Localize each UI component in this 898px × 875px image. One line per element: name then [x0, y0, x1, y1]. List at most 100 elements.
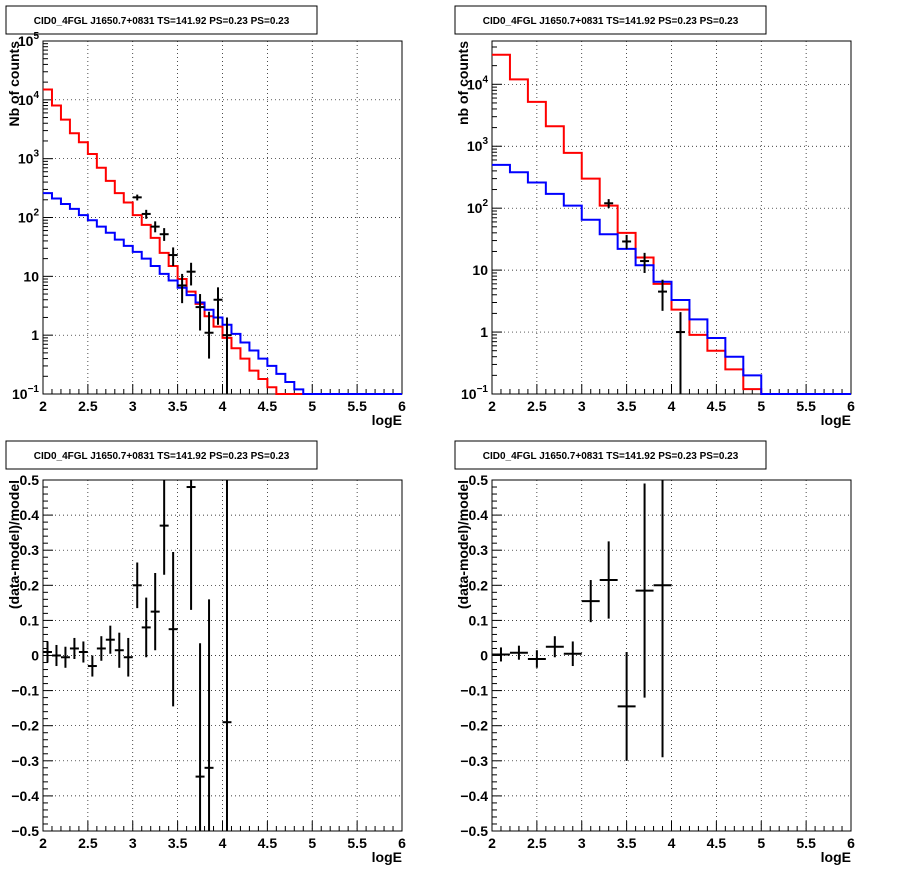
title-frame — [5, 440, 318, 470]
data-point — [222, 480, 232, 831]
x-tick-label: 3.5 — [168, 835, 188, 851]
grid — [492, 41, 851, 394]
data-point — [150, 221, 160, 233]
data-point — [213, 287, 223, 325]
y-tick-label: −0.4 — [11, 788, 39, 804]
data-point — [132, 194, 142, 201]
x-tick-label: 2.5 — [527, 835, 547, 851]
x-tick-label: 6 — [398, 398, 406, 414]
y-tick-label: −0.5 — [460, 823, 488, 839]
x-tick-label: 4.5 — [707, 398, 727, 414]
y-tick-label: 103 — [467, 136, 489, 154]
title-frame — [454, 5, 767, 35]
x-tick-label: 6 — [398, 835, 406, 851]
y-axis: −0.5 −0.4 −0.3 −0.2 −0.1 0 0.1 0.2 0.3 0.4 0.5(dat… — [455, 472, 502, 839]
data-points — [43, 480, 232, 831]
data-point — [675, 312, 685, 394]
x-tick-label: 4.5 — [707, 835, 727, 851]
data-point — [204, 599, 214, 831]
x-tick-label: 5.5 — [796, 398, 816, 414]
grid — [43, 41, 402, 394]
panel-1: CID0_4FGL J1650.7+0831 TS=141.92 PS=0.23… — [5, 5, 406, 428]
y-tick-label: 0.3 — [469, 542, 489, 558]
x-axis-label: logE — [372, 412, 402, 428]
y-tick-label: 102 — [18, 208, 40, 226]
x-tick-label: 5 — [757, 398, 765, 414]
y-tick-label: 103 — [18, 149, 40, 167]
data-point — [622, 234, 632, 249]
title-frame — [454, 440, 767, 470]
data-point — [492, 647, 510, 662]
y-axis-label: Nb of counts — [6, 41, 22, 127]
x-tick-label: 4 — [668, 398, 676, 414]
data-point — [69, 637, 79, 660]
y-tick-label: 0 — [31, 648, 39, 664]
x-tick-label: 3 — [129, 835, 137, 851]
x-tick-label: 4 — [219, 835, 227, 851]
y-tick-label: 0.3 — [20, 542, 40, 558]
y-axis-label: nb of counts — [455, 41, 471, 125]
data-points — [604, 199, 685, 394]
y-tick-label: 104 — [467, 74, 489, 92]
x-tick-label: 3 — [578, 398, 586, 414]
panel-4: CID0_4FGL J1650.7+0831 TS=141.92 PS=0.23… — [454, 440, 855, 865]
y-tick-label: 0.5 — [469, 472, 489, 488]
y-tick-label: 104 — [18, 90, 40, 108]
panel-2: CID0_4FGL J1650.7+0831 TS=141.92 PS=0.23… — [454, 5, 855, 428]
data-point — [51, 644, 61, 667]
data-point — [640, 252, 650, 273]
data-point — [653, 480, 672, 758]
x-tick-label: 5 — [757, 835, 765, 851]
x-tick-label: 3.5 — [617, 835, 637, 851]
x-tick-label: 4 — [219, 398, 227, 414]
x-tick-label: 2.5 — [78, 835, 98, 851]
data-point — [123, 637, 133, 677]
histogram-series-2 — [492, 163, 851, 395]
x-tick-label: 3.5 — [168, 398, 188, 414]
data-point — [159, 228, 169, 241]
x-tick-label: 5.5 — [796, 835, 816, 851]
data-point — [132, 562, 142, 609]
x-tick-label: 4.5 — [258, 398, 278, 414]
y-tick-label: 1 — [480, 324, 488, 340]
y-tick-label: 0.5 — [20, 472, 40, 488]
data-point — [60, 646, 70, 668]
x-tick-label: 3.5 — [617, 398, 637, 414]
data-point — [96, 636, 106, 661]
y-tick-label: 10−1 — [461, 384, 488, 402]
grid — [492, 480, 851, 831]
x-tick-label: 2.5 — [78, 398, 98, 414]
y-tick-label: 0.1 — [469, 612, 489, 628]
data-point — [604, 199, 614, 209]
x-tick-label: 6 — [847, 398, 855, 414]
data-point — [114, 632, 124, 668]
panel-3: CID0_4FGL J1650.7+0831 TS=141.92 PS=0.23… — [5, 440, 406, 865]
data-point — [195, 643, 205, 831]
data-point — [222, 317, 232, 394]
title-box: CID0_4FGL J1650.7+0831 TS=141.92 PS=0.23… — [454, 440, 767, 470]
x-tick-label: 2.5 — [527, 398, 547, 414]
y-tick-label: −0.3 — [11, 753, 39, 769]
y-tick-label: −0.1 — [460, 683, 488, 699]
data-point — [581, 580, 600, 623]
title-box: CID0_4FGL J1650.7+0831 TS=141.92 PS=0.23… — [454, 5, 767, 35]
y-tick-label: −0.4 — [460, 788, 488, 804]
y-tick-label: 105 — [18, 31, 40, 49]
data-point — [87, 655, 97, 677]
data-point — [509, 645, 528, 660]
x-axis-label: logE — [821, 849, 851, 865]
data-point — [545, 636, 564, 658]
y-tick-label: 0.2 — [20, 577, 40, 593]
data-point — [43, 641, 52, 663]
data-point — [168, 247, 178, 266]
title-box: CID0_4FGL J1650.7+0831 TS=141.92 PS=0.23… — [5, 440, 318, 470]
y-tick-label: −0.5 — [11, 823, 39, 839]
data-point — [141, 597, 151, 658]
data-points — [492, 480, 672, 761]
data-point — [78, 641, 88, 663]
y-tick-label: 0.2 — [469, 577, 489, 593]
chart-title: CID0_4FGL J1650.7+0831 TS=141.92 PS=0.23… — [34, 16, 290, 27]
data-point — [635, 483, 654, 698]
